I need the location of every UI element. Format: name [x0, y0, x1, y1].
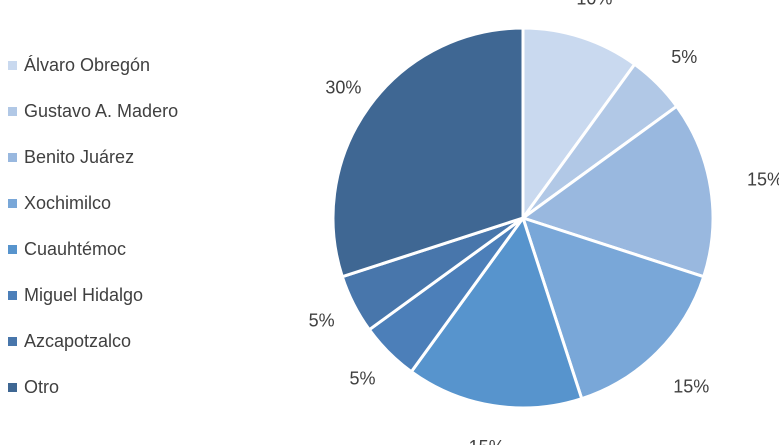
pie-slice	[521, 104, 715, 279]
legend-label: Xochimilco	[24, 193, 112, 213]
legend-label: Otro	[24, 377, 60, 397]
legend-item: Miguel Hidalgo	[8, 272, 178, 318]
legend: Álvaro Obregón Gustavo A. Madero Benito Ju…	[8, 42, 178, 410]
legend-item: Otro	[8, 364, 178, 410]
legend-label: Gustavo A. Madero	[24, 101, 179, 121]
slice-data-label: 15%	[673, 376, 709, 396]
legend-item: Xochimilco	[8, 180, 178, 226]
legend-swatch	[8, 152, 17, 162]
slice-data-label: 5%	[671, 47, 697, 67]
legend-swatch	[8, 336, 17, 346]
legend-label: Benito Juárez	[24, 147, 135, 167]
slice-data-label: 15%	[747, 170, 779, 190]
legend-swatch	[8, 60, 17, 70]
legend-label: Álvaro Obregón	[24, 55, 151, 75]
legend-swatch	[8, 382, 17, 392]
slice-data-label: 10%	[576, 0, 612, 8]
legend-item: Azcapotzalco	[8, 318, 178, 364]
legend-item: Benito Juárez	[8, 134, 178, 180]
legend-label: Cuauhtémoc	[24, 239, 127, 259]
legend-swatch	[8, 290, 17, 300]
slice-data-label: 30%	[325, 78, 361, 98]
slice-data-label: 15%	[469, 437, 505, 445]
pie-slice	[331, 26, 525, 279]
pie-slice	[409, 216, 584, 410]
legend-swatch	[8, 244, 17, 254]
pie-slice	[521, 26, 637, 220]
legend-swatch	[8, 106, 17, 116]
legend-swatch	[8, 198, 17, 208]
slice-data-label: 5%	[349, 369, 375, 389]
legend-item: Álvaro Obregón	[8, 42, 178, 88]
legend-item: Gustavo A. Madero	[8, 88, 178, 134]
legend-label: Azcapotzalco	[24, 331, 132, 351]
legend-label: Miguel Hidalgo	[24, 285, 144, 305]
slice-data-label: 5%	[309, 311, 335, 331]
legend-item: Cuauhtémoc	[8, 226, 178, 272]
